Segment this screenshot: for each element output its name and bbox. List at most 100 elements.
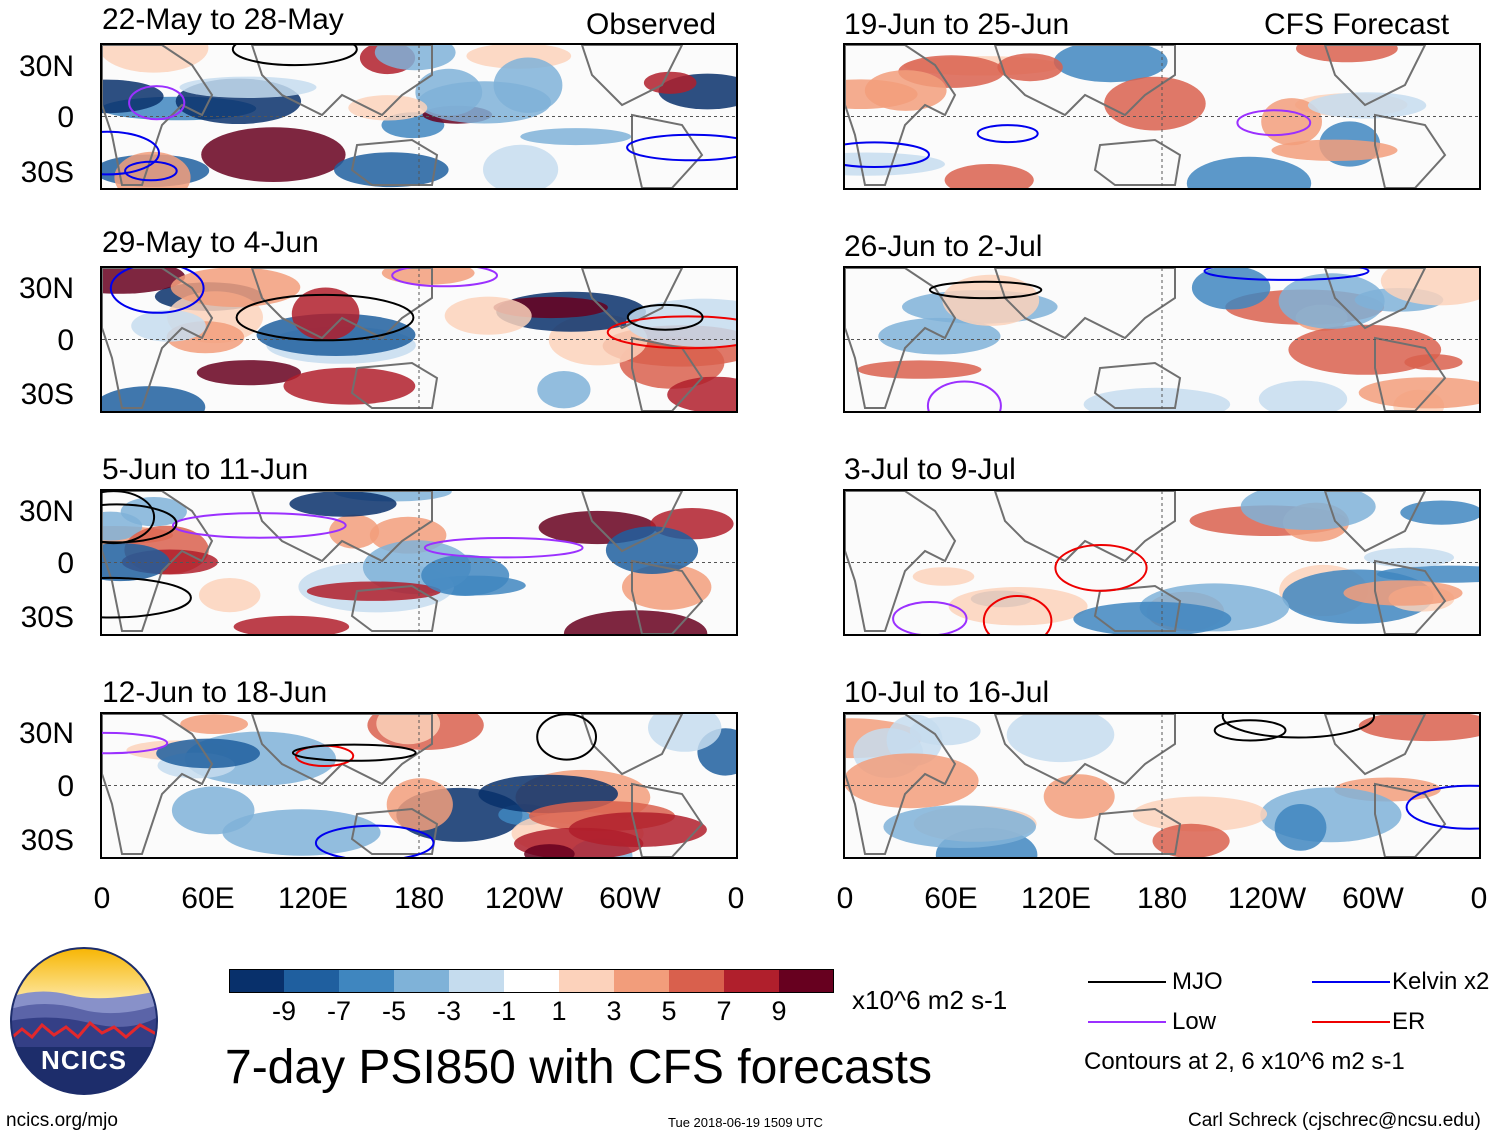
anomaly-blob [520, 128, 632, 146]
coastline [1323, 45, 1427, 107]
anomaly-blob [444, 296, 532, 335]
map-field [845, 268, 1479, 411]
anomaly-blob [233, 615, 350, 634]
anomaly-blob [537, 371, 591, 409]
panel-title-obs-3: 5-Jun to 11-Jun [102, 453, 309, 486]
lon-label: 120E [1020, 882, 1092, 915]
anomaly-blob [1288, 324, 1442, 375]
anomaly-blob [883, 805, 1036, 848]
colorbar-tick: 9 [771, 996, 787, 1026]
anomaly-blob [222, 809, 381, 856]
coastline [250, 45, 433, 117]
wave-contour [235, 293, 415, 342]
coastline [350, 361, 439, 409]
wave-contour [626, 303, 704, 331]
wave-contour [982, 595, 1053, 634]
coastline [102, 714, 214, 855]
anomaly-blob [1343, 580, 1463, 606]
map-field [102, 45, 736, 188]
coastline [580, 714, 684, 776]
coastline [1374, 113, 1447, 188]
wave-contour [892, 601, 968, 634]
coastline [993, 45, 1176, 117]
anomaly-blob [289, 491, 397, 517]
anomaly-blob [1073, 601, 1232, 634]
anomaly-blob [1307, 92, 1427, 119]
lat-label: 0 [57, 101, 74, 134]
colorbar-cell [339, 969, 395, 993]
coastline [250, 268, 433, 340]
coastline [1323, 714, 1427, 776]
anomaly-blob [667, 376, 736, 411]
colorbar-tick: 5 [661, 996, 677, 1026]
logo-text: NCICS [41, 1045, 127, 1075]
colorbar-cell [614, 969, 670, 993]
wave-contour [391, 268, 498, 288]
anomaly-blob [196, 360, 301, 386]
lat-label: 30S [20, 601, 74, 634]
legend-line-mjo [1088, 981, 1166, 983]
anomaly-blob [1274, 804, 1327, 851]
lon-label: 60E [924, 882, 978, 915]
anomaly-blob [605, 526, 699, 574]
coastline [350, 138, 439, 186]
coastline [1093, 138, 1182, 186]
forecast-header: CFS Forecast [1264, 8, 1450, 41]
coastline [1323, 491, 1427, 553]
anomaly-blob [170, 268, 301, 307]
map-panel-fc-3 [843, 489, 1481, 636]
lat-label: 30N [18, 272, 74, 305]
coastline [845, 714, 957, 855]
footer-url[interactable]: ncics.org/mjo [6, 1110, 118, 1131]
anomaly-blob [1258, 380, 1348, 411]
anomaly-blob [102, 45, 209, 73]
coastline [993, 491, 1176, 563]
lat-label: 0 [57, 547, 74, 580]
colorbar-cell [504, 969, 560, 993]
legend-label-mjo: MJO [1172, 968, 1223, 995]
anomaly-blob [948, 587, 1088, 626]
colorbar-tick: -3 [436, 996, 461, 1026]
wave-contour [928, 280, 1043, 300]
wave-contour [128, 85, 186, 121]
wave-contour [626, 133, 736, 162]
anomaly-blob [568, 812, 707, 847]
wave-contour [102, 130, 160, 176]
colorbar-tick: -7 [326, 996, 351, 1026]
wave-contour [926, 380, 1002, 411]
lon-label: 0 [1470, 882, 1488, 915]
coastline [993, 714, 1176, 786]
panel-title-obs-2: 29-May to 4-Jun [102, 226, 319, 259]
panel-title-fc-1: 19-Jun to 25-Jun [844, 8, 1070, 41]
legend-line-kelvin [1312, 981, 1390, 983]
wave-contour [102, 731, 169, 755]
anomaly-blob [102, 79, 164, 114]
legend-line-low [1088, 1021, 1166, 1023]
lat-label: 30S [20, 824, 74, 857]
coastline [580, 45, 684, 107]
anomaly-blob [997, 53, 1063, 82]
coastline [1374, 336, 1447, 411]
map-panel-fc-1 [843, 43, 1481, 190]
anomaly-blob [131, 310, 206, 342]
anomaly-blob [1278, 273, 1385, 329]
coastline [993, 268, 1176, 340]
coastline [580, 268, 684, 330]
colorbar-cell [669, 969, 725, 993]
lon-label: 0 [93, 882, 111, 915]
map-field [845, 714, 1479, 857]
colorbar-tick: -5 [381, 996, 406, 1026]
anomaly-blob [1240, 491, 1376, 530]
colorbar-cell [449, 969, 505, 993]
colorbar-cell [394, 969, 450, 993]
map-panel-fc-2 [843, 266, 1481, 413]
coastline [631, 782, 704, 857]
footer-credit: Carl Schreck (cjschrec@ncsu.edu) [1188, 1110, 1481, 1131]
coastline [1093, 807, 1182, 855]
map-panel-obs-2 [100, 266, 738, 413]
anomaly-blob [1364, 547, 1454, 568]
legend-label-low: Low [1172, 1008, 1217, 1035]
coastline [1374, 782, 1447, 857]
anomaly-blob [1043, 774, 1115, 819]
lon-label: 60W [599, 882, 661, 915]
